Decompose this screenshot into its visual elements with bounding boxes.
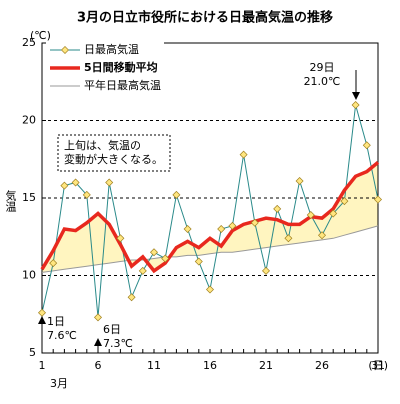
y-label: 気温: [4, 189, 17, 212]
legend-label: 日最高気温: [84, 42, 139, 56]
marker: [82, 190, 91, 199]
marker: [105, 178, 114, 187]
arrowhead: [94, 338, 102, 346]
marker: [318, 231, 326, 240]
marker: [172, 190, 181, 199]
marker: [60, 181, 69, 190]
y-tick-label: 25: [22, 36, 36, 49]
marker: [94, 313, 102, 322]
chart-title: 3月の日立市役所における日最高気温の推移: [77, 10, 333, 26]
legend-marker: [61, 46, 69, 54]
x-tick-label: 11: [147, 359, 161, 372]
legend-label: 平年日最高気温: [84, 78, 161, 92]
marker: [71, 178, 80, 187]
marker: [206, 285, 214, 294]
x-tick-label: 26: [315, 359, 329, 372]
marker: [374, 195, 382, 204]
x-month: 3月: [50, 377, 68, 390]
y-tick-label: 5: [29, 346, 36, 359]
x-tick-label: 31: [371, 359, 385, 372]
y-unit: (℃): [30, 29, 51, 42]
marker: [150, 248, 158, 257]
annotation: 7.6℃: [47, 329, 77, 342]
marker: [284, 234, 293, 243]
annotation: 29日: [310, 61, 335, 74]
x-tick-label: 6: [95, 359, 102, 372]
marker: [329, 209, 338, 218]
marker: [49, 259, 58, 268]
marker: [239, 150, 248, 159]
x-tick-label: 1: [39, 359, 46, 372]
marker: [362, 141, 371, 150]
marker: [351, 101, 360, 109]
x-unit: (日): [368, 359, 388, 372]
marker: [194, 257, 203, 266]
y-tick-label: 10: [22, 269, 36, 282]
arrowhead: [38, 316, 46, 324]
annotation: 21.0℃: [304, 75, 341, 88]
marker: [262, 266, 270, 275]
annotation: 7.3℃: [103, 337, 133, 350]
legend-label: 5日間移動平均: [84, 60, 158, 74]
marker: [183, 225, 192, 233]
arrowhead: [352, 92, 360, 100]
annotation: 上旬は、気温の: [64, 138, 141, 152]
marker: [217, 225, 226, 233]
annotation: 変動が大きくなる。: [64, 152, 163, 166]
x-tick-label: 21: [259, 359, 273, 372]
note-box: [57, 134, 171, 172]
annotation: 1日: [47, 315, 65, 328]
marker: [116, 234, 125, 243]
marker: [306, 211, 315, 220]
y-tick-label: 20: [22, 114, 36, 127]
marker: [273, 204, 282, 213]
marker: [161, 254, 170, 263]
marker: [38, 308, 46, 317]
marker: [127, 293, 136, 302]
marker: [250, 218, 259, 227]
series-line: [41, 225, 379, 273]
marker: [228, 221, 237, 230]
series-line: [40, 161, 380, 274]
y-tick-label: 15: [22, 191, 36, 204]
marker: [138, 266, 147, 275]
annotation: 6日: [103, 323, 121, 336]
marker: [295, 176, 304, 185]
marker: [340, 197, 349, 206]
x-tick-label: 16: [203, 359, 217, 372]
